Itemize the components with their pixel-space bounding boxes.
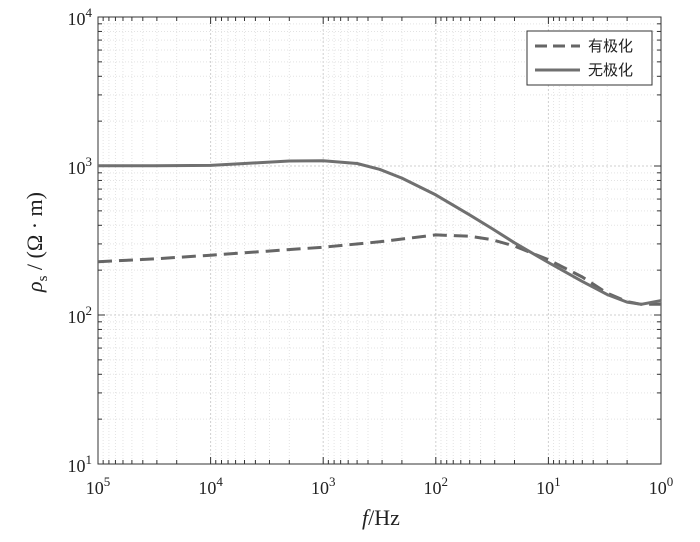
- x-axis-label-symbol: f: [362, 505, 371, 530]
- y-axis-label-unit: / (Ω · m): [22, 192, 47, 276]
- x-tick-label-base: 10: [424, 478, 442, 498]
- legend-label-nonpolarized: 无极化: [588, 61, 633, 79]
- x-tick-label-exponent: 0: [667, 474, 674, 489]
- y-tick-label: 104: [68, 5, 93, 29]
- y-tick-label-base: 10: [68, 456, 86, 476]
- y-tick-label: 101: [68, 452, 93, 476]
- x-tick-label: 100: [649, 474, 674, 498]
- x-tick-label-exponent: 5: [104, 474, 111, 489]
- legend-label-polarized: 有极化: [588, 37, 633, 55]
- x-tick-label-exponent: 3: [329, 474, 336, 489]
- y-tick-label-exponent: 1: [86, 452, 93, 467]
- x-tick-label-base: 10: [649, 478, 667, 498]
- y-tick-label-base: 10: [68, 158, 86, 178]
- y-axis-label: ρs / (Ω · m): [22, 192, 51, 293]
- axes: [97, 16, 662, 465]
- x-tick-label: 102: [424, 474, 449, 498]
- x-tick-label-exponent: 4: [216, 474, 223, 489]
- x-tick-label-exponent: 2: [442, 474, 449, 489]
- grid: [98, 17, 662, 465]
- plot-frame: [97, 16, 662, 465]
- x-tick-label-base: 10: [198, 478, 216, 498]
- x-tick-label: 101: [536, 474, 561, 498]
- y-tick-label: 103: [68, 154, 93, 178]
- y-tick-label-exponent: 3: [86, 154, 93, 169]
- x-tick-label-exponent: 1: [554, 474, 561, 489]
- legend: 有极化 无极化: [526, 30, 653, 86]
- x-tick-label-base: 10: [311, 478, 329, 498]
- y-axis-label-subscript: s: [35, 275, 51, 281]
- series-line-nonpolarized: [98, 159, 662, 306]
- y-tick-label-base: 10: [68, 9, 86, 29]
- y-tick-label: 102: [68, 303, 93, 327]
- legend-box: [526, 30, 653, 86]
- x-tick-label: 104: [198, 474, 223, 498]
- x-tick-label: 105: [86, 474, 111, 498]
- y-tick-label-base: 10: [68, 307, 86, 327]
- x-axis-label: f/Hz: [362, 505, 400, 530]
- x-tick-label: 103: [311, 474, 336, 498]
- x-tick-label-base: 10: [536, 478, 554, 498]
- y-axis-label-symbol: ρ: [22, 281, 47, 293]
- y-tick-label-exponent: 2: [86, 303, 93, 318]
- series-layer: [97, 159, 662, 306]
- x-axis-label-unit: /Hz: [368, 505, 400, 530]
- y-tick-label-exponent: 4: [86, 5, 93, 20]
- x-tick-label-base: 10: [86, 478, 104, 498]
